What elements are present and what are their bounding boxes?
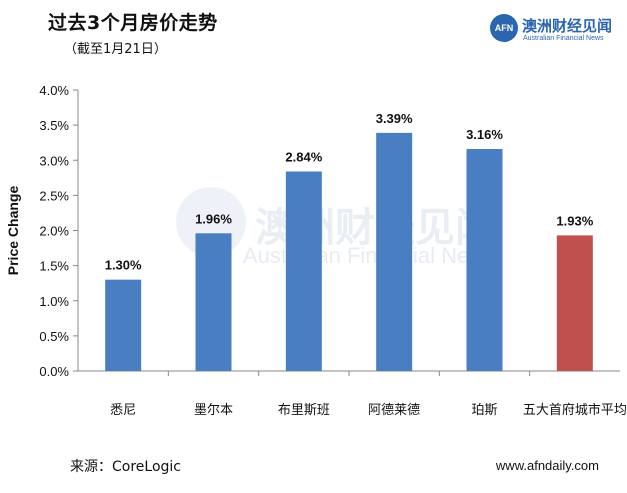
brand-name-en: Australian Financial News: [523, 35, 604, 42]
y-tick-label: 4.0%: [39, 83, 69, 98]
brand-logo: AFN 澳洲财经见闻 Australian Financial News: [490, 14, 620, 48]
x-tick-label: 阿德莱德: [368, 403, 420, 418]
chart-title: 过去3个月房价走势: [48, 12, 218, 34]
brand-logo-mark: AFN: [490, 14, 518, 42]
y-tick-label: 3.5%: [39, 118, 69, 133]
x-tick-label: 墨尔本: [194, 403, 233, 418]
y-tick-label: 3.0%: [39, 153, 69, 168]
x-tick-label: 珀斯: [471, 403, 497, 418]
bar: [466, 149, 503, 371]
source-label: 来源：CoreLogic: [70, 459, 181, 475]
bar: [556, 235, 593, 371]
x-tick-label: 五大首府城市平均: [523, 402, 627, 418]
bar: [195, 233, 232, 371]
y-tick-label: 2.0%: [39, 224, 69, 239]
data-label: 1.93%: [556, 213, 593, 228]
chart-subtitle: （截至1月21日）: [64, 42, 167, 57]
website-link[interactable]: www.afndaily.com: [495, 458, 599, 473]
brand-name-cn: 澳洲财经见闻: [522, 17, 613, 35]
y-tick-label: 1.0%: [39, 294, 69, 309]
data-label: 1.96%: [195, 211, 232, 226]
y-tick-label: 0.5%: [39, 329, 69, 344]
y-axis-title: Price Change: [5, 186, 21, 276]
y-tick-label: 2.5%: [39, 188, 69, 203]
bar: [376, 132, 413, 371]
data-label: 2.84%: [285, 149, 322, 164]
data-label: 3.39%: [376, 111, 413, 126]
x-tick-label: 布里斯班: [278, 403, 330, 418]
bar: [285, 171, 322, 371]
bar: [105, 279, 142, 371]
x-tick-label: 悉尼: [110, 403, 136, 418]
data-label: 3.16%: [466, 127, 503, 142]
y-tick-label: 0.0%: [39, 364, 69, 379]
y-tick-label: 1.5%: [39, 259, 69, 274]
data-label: 1.30%: [105, 258, 142, 273]
